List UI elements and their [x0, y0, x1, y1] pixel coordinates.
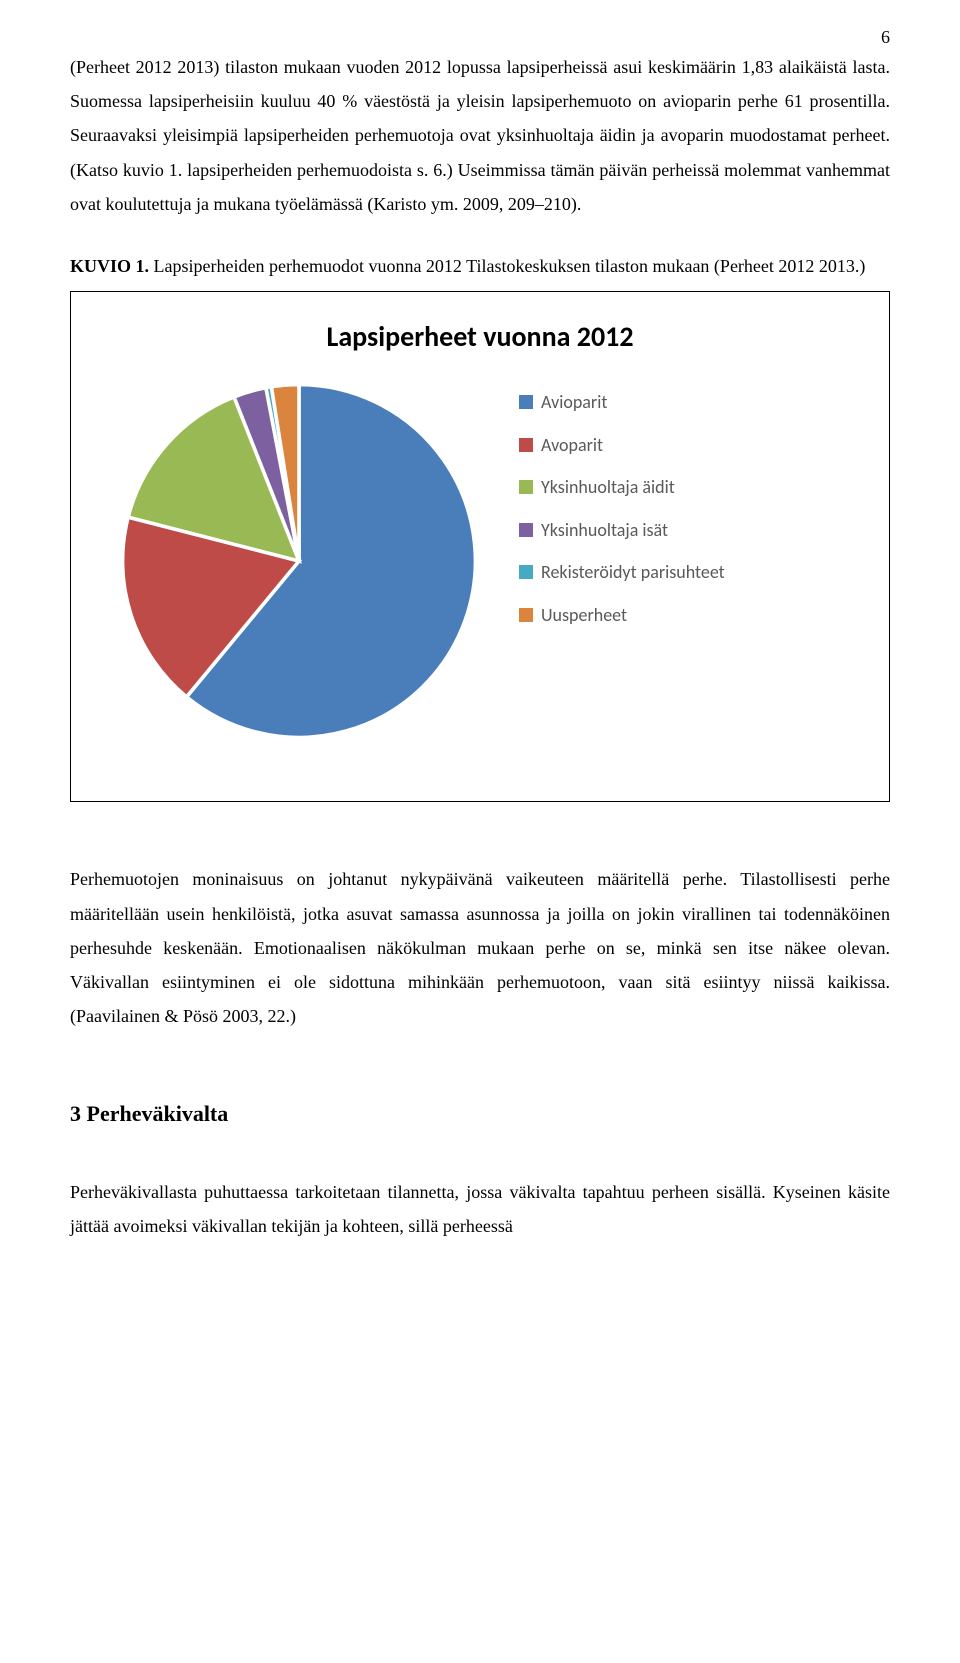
legend-swatch [519, 395, 533, 409]
figure-label: KUVIO 1. [70, 256, 149, 276]
legend-item: Avioparit [519, 391, 725, 414]
legend-swatch [519, 608, 533, 622]
legend-swatch [519, 523, 533, 537]
paragraph-1: (Perheet 2012 2013) tilaston mukaan vuod… [70, 50, 890, 221]
legend-label: Yksinhuoltaja äidit [541, 476, 675, 499]
figure-caption: KUVIO 1. Lapsiperheiden perhemuodot vuon… [70, 249, 890, 283]
legend-label: Avioparit [541, 391, 607, 414]
section-heading: 3 Perheväkivalta [70, 1093, 890, 1135]
legend-label: Uusperheet [541, 604, 627, 627]
legend-swatch [519, 480, 533, 494]
figure-caption-text: Lapsiperheiden perhemuodot vuonna 2012 T… [149, 256, 865, 276]
legend-item: Yksinhuoltaja äidit [519, 476, 725, 499]
legend-item: Yksinhuoltaja isät [519, 519, 725, 542]
legend-item: Uusperheet [519, 604, 725, 627]
legend-label: Rekisteröidyt parisuhteet [541, 561, 725, 584]
chart-container: Lapsiperheet vuonna 2012 Avioparit Avopar… [70, 291, 890, 802]
paragraph-3: Perheväkivallasta puhuttaessa tarkoiteta… [70, 1175, 890, 1243]
legend-item: Avoparit [519, 434, 725, 457]
legend-swatch [519, 565, 533, 579]
legend-label: Avoparit [541, 434, 603, 457]
pie-chart [119, 381, 479, 741]
legend-label: Yksinhuoltaja isät [541, 519, 668, 542]
chart-legend: Avioparit Avoparit Yksinhuoltaja äidit Yksi… [519, 381, 725, 646]
legend-swatch [519, 438, 533, 452]
page-number: 6 [881, 20, 890, 54]
chart-title: Lapsiperheet vuonna 2012 [89, 310, 871, 363]
paragraph-2: Perhemuotojen moninaisuus on johtanut ny… [70, 862, 890, 1033]
legend-item: Rekisteröidyt parisuhteet [519, 561, 725, 584]
